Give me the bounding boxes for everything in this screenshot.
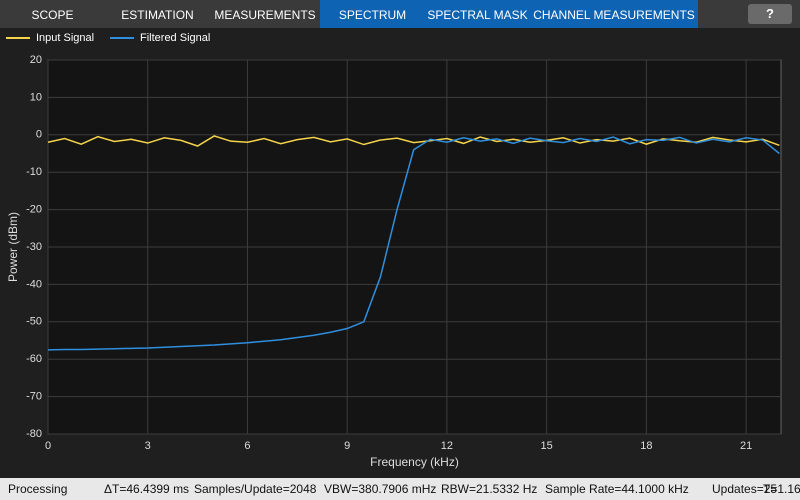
y-tick-label: -70 — [26, 391, 42, 403]
status-item: Samples/Update=2048 — [194, 482, 317, 496]
y-tick-label: -20 — [26, 204, 42, 216]
tab[interactable]: SCOPE — [31, 8, 74, 22]
x-tick-label: 21 — [740, 440, 752, 452]
x-tick-label: 9 — [344, 440, 350, 452]
legend-label: Filtered Signal — [140, 32, 210, 44]
tab[interactable]: SPECTRAL MASK — [425, 0, 530, 28]
chart: -80 -70 -60 -50 -40 -30 -20 -10 0 10 20 0 3 6 9 12 15 18 2… — [6, 32, 782, 469]
y-tick-label: -60 — [26, 353, 42, 365]
y-tick-label: 20 — [30, 54, 42, 66]
legend-label: Input Signal — [36, 32, 94, 44]
toolbar: SCOPE ESTIMATION MEASUREMENTS SPECTRUM SPECT… — [0, 0, 800, 28]
x-tick-label: 12 — [441, 440, 453, 452]
status-bar: Processing ΔT=46.4399 ms Samples/Update=20… — [0, 478, 800, 500]
status-state: Processing — [8, 482, 68, 496]
y-tick-label: -40 — [26, 278, 42, 290]
status-item: Sample Rate=44.1000 kHz — [545, 482, 689, 496]
y-tick-label: -80 — [26, 428, 42, 440]
y-tick-label: -50 — [26, 316, 42, 328]
status-item: Updates=25 — [712, 482, 778, 496]
help-button[interactable]: ? — [748, 4, 792, 24]
tab[interactable]: ESTIMATION — [121, 8, 194, 22]
x-tick-label: 6 — [244, 440, 250, 452]
tab[interactable]: MEASUREMENTS — [214, 8, 316, 22]
x-tick-label: 18 — [640, 440, 652, 452]
x-tick-label: 0 — [45, 440, 51, 452]
series-line — [47, 136, 780, 351]
status-item: ΔT=46.4399 ms — [104, 482, 190, 496]
x-tick-label: 3 — [145, 440, 151, 452]
tab[interactable]: CHANNEL MEASUREMENTS — [530, 0, 698, 28]
y-tick-label: -10 — [26, 166, 42, 178]
status-item: RBW=21.5332 Hz — [441, 482, 538, 496]
y-tick-label: -30 — [26, 241, 42, 253]
x-axis-label: Frequency (kHz) — [370, 455, 459, 469]
status-item: T=1.16 — [763, 482, 800, 496]
y-axis-label: Power (dBm) — [6, 212, 20, 282]
y-tick-label: 0 — [36, 129, 42, 141]
x-tick-label: 15 — [541, 440, 553, 452]
status-item: VBW=380.7906 mHz — [324, 482, 437, 496]
tab[interactable]: SPECTRUM — [320, 0, 425, 28]
y-tick-label: 10 — [30, 91, 42, 103]
